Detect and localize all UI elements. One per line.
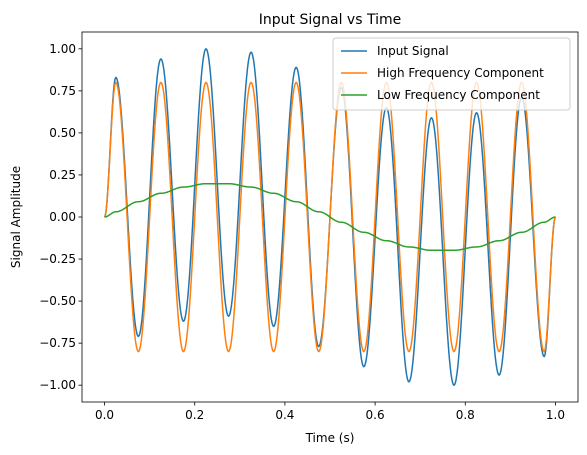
x-tick-label: 0.8	[456, 408, 475, 422]
legend-label-2: Low Frequency Component	[377, 88, 540, 102]
legend-label-0: Input Signal	[377, 44, 449, 58]
x-tick-label: 1.0	[546, 408, 565, 422]
x-tick-label: 0.6	[366, 408, 385, 422]
y-tick-label: 0.50	[49, 126, 76, 140]
x-tick-label: 0.2	[185, 408, 204, 422]
chart-title: Input Signal vs Time	[259, 12, 401, 28]
x-tick-label: 0.0	[95, 408, 114, 422]
y-tick-label: 1.00	[49, 42, 76, 56]
x-axis-label: Time (s)	[305, 431, 355, 445]
legend-box	[332, 37, 571, 111]
legend: Input Signal High Frequency Component Low …	[332, 37, 571, 111]
y-tick-label: 0.75	[49, 84, 76, 98]
x-tick-label: 0.4	[275, 408, 294, 422]
y-tick-label: 0.00	[49, 210, 76, 224]
y-axis-label: Signal Amplitude	[9, 166, 23, 268]
y-tick-label: −0.25	[39, 252, 76, 266]
y-tick-label: 0.25	[49, 168, 76, 182]
series-line-2	[104, 182, 556, 252]
ticks-layer: 0.0 0.2 0.4 0.6 0.8 1.0 1.00 0.75 0.50 0.25 0.00 −0…	[39, 42, 565, 422]
y-tick-label: −0.75	[39, 336, 76, 350]
y-tick-label: −1.00	[39, 378, 76, 392]
y-tick-label: −0.50	[39, 294, 76, 308]
legend-label-1: High Frequency Component	[377, 66, 544, 80]
